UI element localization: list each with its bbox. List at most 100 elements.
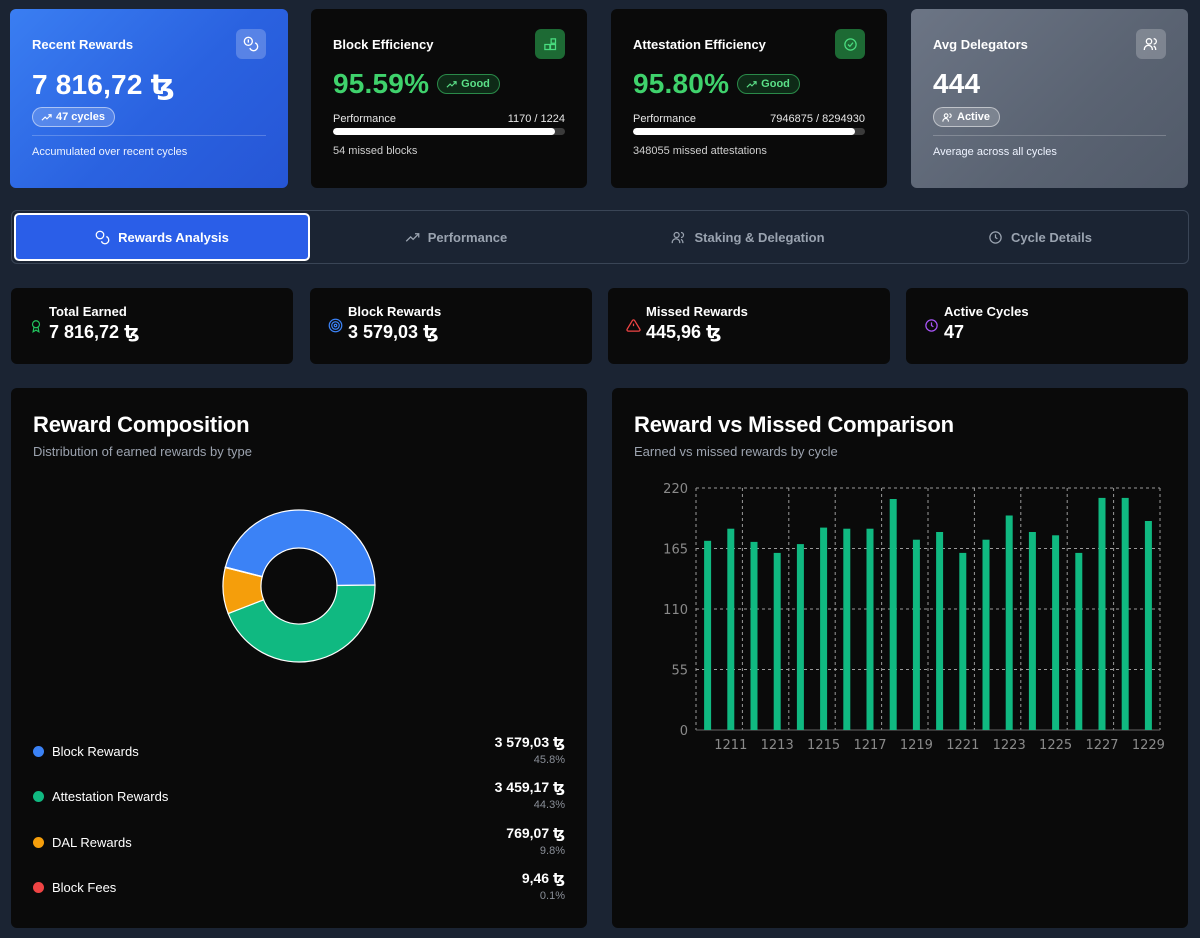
missed-rewards-card: Missed Rewards 445,96 ꜩ: [608, 288, 890, 364]
missed-blocks-text: 54 missed blocks: [333, 145, 418, 157]
bar-1212: [750, 541, 758, 730]
avg-delegators-card: Avg Delegators 444 Active Average across…: [911, 9, 1188, 188]
active-cycles-card: Active Cycles 47: [906, 288, 1188, 364]
cycles-badge: 47 cycles: [32, 107, 115, 127]
donut-slice-block-rewards: [224, 509, 376, 587]
bar-1228: [1121, 497, 1129, 730]
active-badge: Active: [933, 107, 1001, 127]
total-earned-card: Total Earned 7 816,72 ꜩ: [11, 288, 293, 364]
reward-composition-subtitle: Distribution of earned rewards by type: [33, 444, 252, 459]
legend-dot: [33, 882, 44, 893]
good-badge: Good: [437, 74, 500, 94]
performance-bar-fill: [633, 128, 856, 135]
performance-label: Performance: [333, 113, 396, 125]
blocks-icon: [535, 29, 565, 59]
bar-1216: [843, 528, 851, 730]
tab-cycle-details[interactable]: Cycle Details: [894, 213, 1186, 261]
bar-1214: [796, 544, 804, 730]
performance-bar: [333, 128, 565, 135]
bar-1215: [820, 527, 828, 730]
bar-1217: [866, 528, 874, 730]
legend-value: 769,07 ꜩ: [506, 825, 565, 841]
coins-icon: [236, 29, 266, 59]
donut-slice-attestation-rewards: [227, 584, 376, 663]
reward-composition-panel: Reward Composition Distribution of earne…: [11, 388, 587, 928]
x-tick-label: 1211: [714, 738, 747, 753]
coins-icon: [95, 230, 110, 244]
users-icon: [942, 112, 952, 122]
legend-label: Block Fees: [52, 880, 117, 895]
legend-value: 3 459,17 ꜩ: [494, 779, 565, 795]
reward-donut-chart: [222, 509, 376, 663]
x-tick-label: 1213: [761, 738, 794, 753]
recent-rewards-value: 7 816,72 ꜩ: [32, 68, 175, 100]
users-icon: [1136, 29, 1166, 59]
trending-up-icon: [446, 80, 457, 88]
clock-icon: [989, 230, 1002, 244]
performance-label: Performance: [633, 113, 696, 125]
trending-up-icon: [405, 232, 420, 242]
bar-1223: [1005, 515, 1013, 730]
recent-rewards-title: Recent Rewards: [32, 36, 134, 52]
bar-1221: [959, 552, 967, 730]
missed-attestations-text: 348055 missed attestations: [633, 145, 767, 157]
avg-delegators-title: Avg Delegators: [933, 36, 1028, 52]
x-tick-label: 1219: [900, 738, 933, 753]
bar-1224: [1028, 532, 1036, 730]
y-tick-label: 220: [663, 482, 688, 497]
legend-value: 9,46 ꜩ: [521, 870, 565, 886]
legend-label: DAL Rewards: [52, 835, 132, 850]
block-efficiency-value: 95.59%: [333, 68, 430, 99]
target-icon: [328, 318, 348, 364]
legend-label: Block Rewards: [52, 744, 139, 759]
legend-item: DAL Rewards 769,07 ꜩ 9.8%: [33, 825, 565, 857]
reward-composition-title: Reward Composition: [33, 412, 250, 437]
performance-bar: [633, 128, 865, 135]
legend-dot: [33, 837, 44, 848]
x-tick-label: 1223: [993, 738, 1026, 753]
reward-comparison-panel: Reward vs Missed Comparison Earned vs mi…: [612, 388, 1188, 928]
bar-1220: [936, 532, 944, 730]
bar-1219: [912, 539, 920, 730]
bar-1210: [704, 540, 712, 730]
bar-1225: [1052, 535, 1060, 730]
legend-label: Attestation Rewards: [52, 789, 169, 804]
award-icon: [29, 318, 49, 364]
tab-bar: Rewards Analysis Performance Staking & D…: [11, 210, 1189, 264]
x-tick-label: 1215: [807, 738, 840, 753]
legend-percent: 0.1%: [539, 890, 565, 902]
clock-icon: [924, 318, 944, 364]
block-efficiency-card: Block Efficiency 95.59% Good Performance…: [311, 9, 587, 188]
tab-performance[interactable]: Performance: [310, 213, 602, 261]
bar-1213: [773, 552, 781, 730]
legend-item: Block Rewards 3 579,03 ꜩ 45.8%: [33, 734, 565, 766]
y-tick-label: 0: [680, 724, 688, 739]
bar-1229: [1144, 521, 1152, 730]
x-tick-label: 1217: [853, 738, 886, 753]
x-tick-label: 1225: [1039, 738, 1072, 753]
bar-1218: [889, 499, 897, 730]
attestation-efficiency-card: Attestation Efficiency 95.80% Good Perfo…: [611, 9, 887, 188]
y-tick-label: 110: [663, 603, 688, 618]
donut-slice-block-fees: [224, 566, 263, 578]
trending-up-icon: [41, 113, 52, 121]
block-efficiency-title: Block Efficiency: [333, 36, 434, 52]
legend-value: 3 579,03 ꜩ: [494, 734, 565, 750]
check-circle-icon: [835, 29, 865, 59]
bar-1227: [1098, 497, 1106, 730]
total-earned-label: Total Earned: [49, 304, 127, 319]
tab-rewards-analysis[interactable]: Rewards Analysis: [14, 213, 310, 261]
x-tick-label: 1229: [1132, 738, 1165, 753]
legend-item: Attestation Rewards 3 459,17 ꜩ 44.3%: [33, 779, 565, 811]
trending-up-icon: [746, 80, 757, 88]
tab-staking-delegation[interactable]: Staking & Delegation: [602, 213, 894, 261]
missed-rewards-label: Missed Rewards: [646, 304, 748, 319]
block-rewards-card: Block Rewards 3 579,03 ꜩ: [310, 288, 592, 364]
bar-1211: [727, 528, 735, 730]
avg-delegators-value: 444: [933, 68, 981, 99]
reward-bar-chart: 0 55 110 165 220 1211 1213 1215 1217 1219 1221 1223…: [663, 482, 1165, 753]
legend-dot: [33, 746, 44, 757]
avg-delegators-foot: Average across all cycles: [933, 146, 1057, 158]
reward-comparison-title: Reward vs Missed Comparison: [634, 412, 954, 437]
block-rewards-value: 3 579,03 ꜩ: [348, 322, 439, 342]
